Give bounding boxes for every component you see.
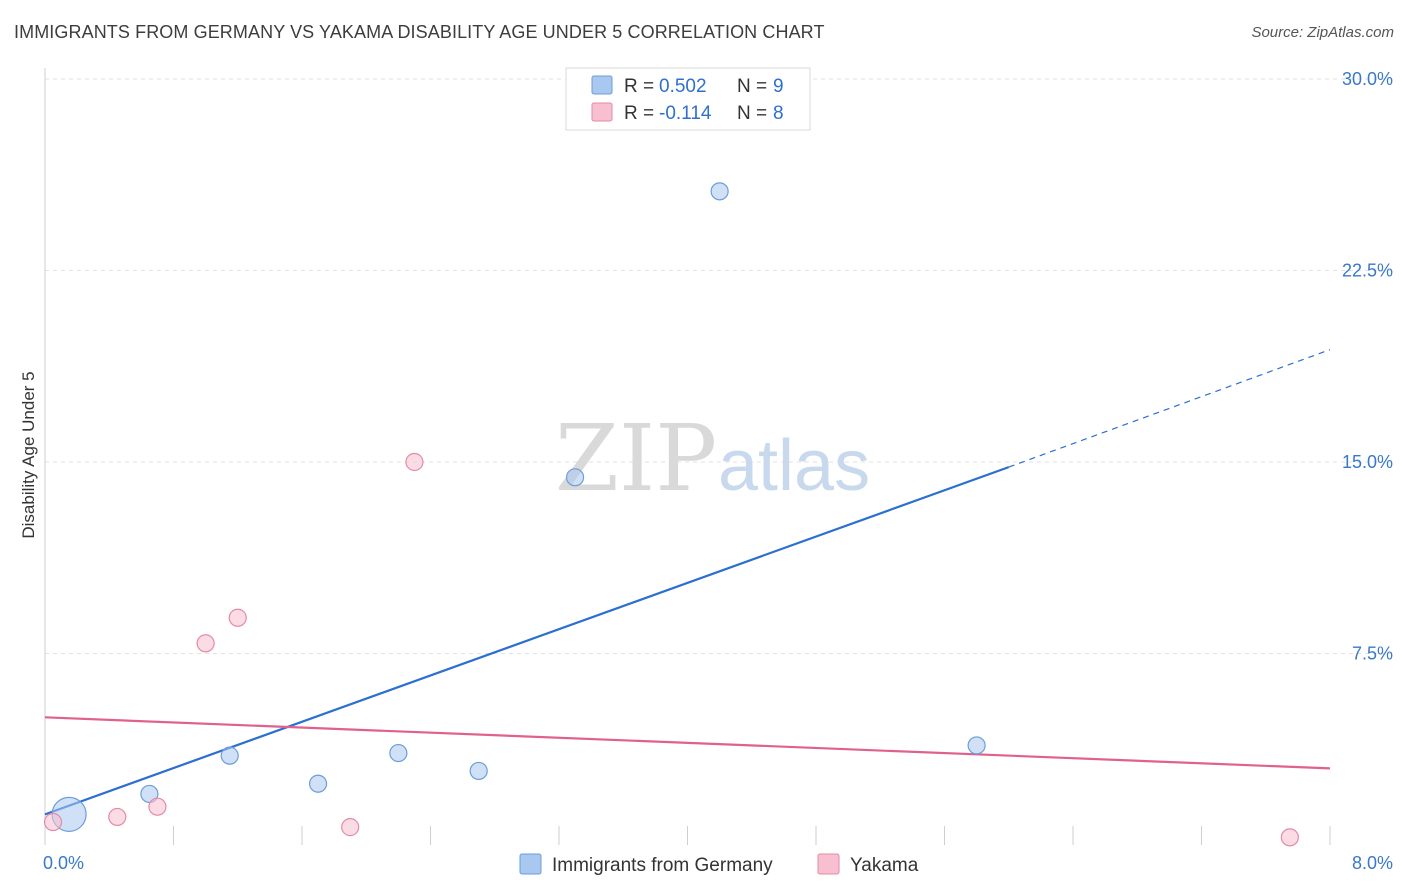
data-point bbox=[341, 818, 360, 837]
legend-n-value-germany: 9 bbox=[773, 76, 784, 97]
axes bbox=[44, 68, 1331, 845]
series-swatch-germany bbox=[519, 853, 542, 875]
trend-lines bbox=[44, 349, 1331, 816]
source-label: Source: ZipAtlas.com bbox=[1251, 24, 1394, 41]
data-point bbox=[1280, 828, 1299, 847]
data-point bbox=[196, 634, 215, 653]
y-tick-label: 30.0% bbox=[1342, 69, 1393, 89]
y-axis-label: Disability Age Under 5 bbox=[19, 371, 38, 538]
data-point bbox=[565, 468, 585, 487]
data-point bbox=[405, 452, 424, 472]
trend-line bbox=[44, 716, 1331, 770]
series-legend: Immigrants from Germany Yakama bbox=[519, 853, 919, 876]
data-point bbox=[228, 608, 247, 627]
watermark-atlas: atlas bbox=[718, 426, 870, 506]
y-tick-label: 15.0% bbox=[1342, 452, 1393, 472]
legend-swatch-germany bbox=[591, 75, 613, 95]
data-point bbox=[220, 746, 239, 765]
legend-r-label-yakama: R = bbox=[624, 103, 654, 124]
data-point bbox=[148, 797, 167, 816]
data-point bbox=[710, 182, 729, 201]
trend-line bbox=[44, 466, 1010, 816]
legend-r-value-germany: 0.502 bbox=[659, 76, 707, 97]
series-label-germany: Immigrants from Germany bbox=[552, 855, 773, 876]
x-tick-label: 8.0% bbox=[1352, 853, 1393, 873]
series-swatch-yakama bbox=[817, 853, 840, 875]
legend: R = 0.502 N = 9 R = -0.114 N = 8 bbox=[565, 67, 811, 131]
legend-r-value-yakama: -0.114 bbox=[659, 103, 712, 124]
data-points bbox=[43, 182, 1299, 847]
data-point bbox=[43, 812, 63, 832]
y-tick-labels: 7.5% 15.0% 22.5% 30.0% bbox=[1342, 69, 1393, 664]
series-label-yakama: Yakama bbox=[850, 855, 919, 876]
legend-n-label-germany: N = bbox=[737, 76, 767, 97]
watermark-zip: ZIP bbox=[555, 405, 717, 512]
y-tick-label: 7.5% bbox=[1352, 644, 1393, 664]
data-point bbox=[308, 774, 328, 793]
legend-r-label-germany: R = bbox=[624, 76, 654, 97]
chart-title: IMMIGRANTS FROM GERMANY VS YAKAMA DISABI… bbox=[14, 22, 825, 42]
grid-lines bbox=[45, 78, 1392, 654]
data-point bbox=[469, 761, 488, 781]
x-tick-labels: 0.0% 8.0% bbox=[43, 853, 1393, 873]
legend-n-label-yakama: N = bbox=[737, 103, 767, 124]
trend-line-extension bbox=[1008, 349, 1331, 468]
legend-n-value-yakama: 8 bbox=[773, 103, 784, 124]
legend-swatch-yakama bbox=[591, 102, 613, 122]
data-point bbox=[108, 807, 127, 827]
y-tick-label: 22.5% bbox=[1342, 261, 1393, 281]
watermark: ZIP atlas bbox=[555, 405, 870, 512]
data-point bbox=[389, 743, 408, 763]
data-point bbox=[967, 736, 986, 755]
x-tick-label: 0.0% bbox=[43, 853, 84, 873]
